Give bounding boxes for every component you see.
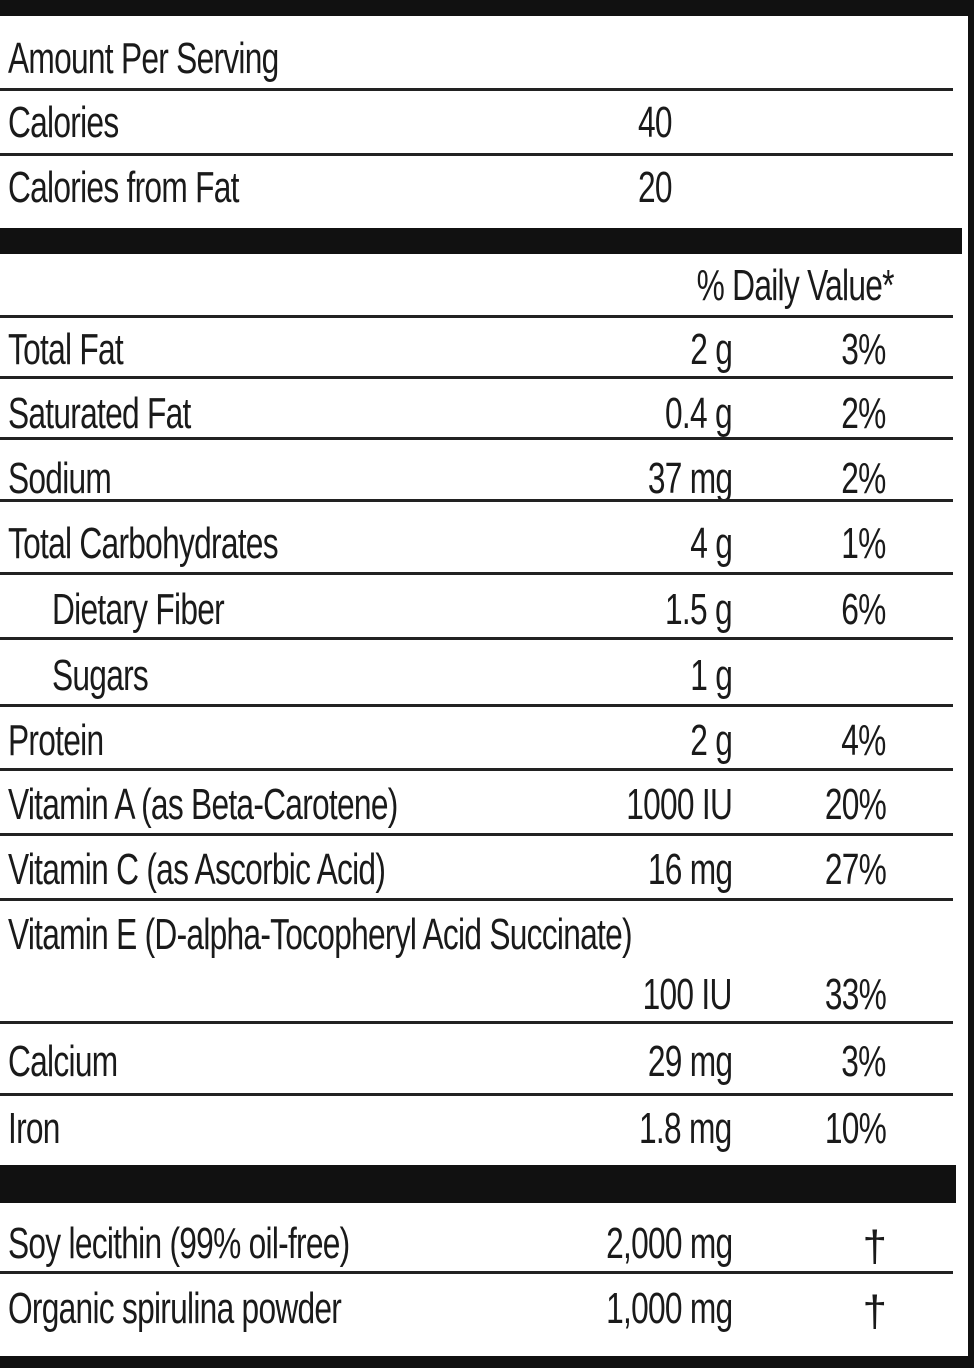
nutrient-amount: 1000 IU [626, 780, 733, 829]
divider [0, 833, 953, 836]
divider [0, 499, 953, 502]
nutrient-label: Dietary Fiber [52, 585, 225, 634]
nutrient-daily-value: 6% [841, 585, 887, 634]
nutrient-amount: 2 g [690, 325, 733, 374]
nutrient-label: Saturated Fat [8, 389, 191, 438]
nutrient-label: Total Fat [8, 325, 124, 374]
nutrient-daily-value: 10% [824, 1104, 887, 1153]
nutrient-label: Calcium [8, 1037, 118, 1086]
nutrient-daily-value: 3% [841, 325, 887, 374]
nutrient-label: Sodium [8, 454, 112, 503]
amount-per-serving-label: Amount Per Serving [8, 34, 279, 83]
nutrient-label: Protein [8, 716, 104, 765]
divider [0, 315, 953, 318]
divider [0, 376, 953, 379]
nutrient-daily-value: 20% [824, 780, 887, 829]
nutrient-amount: 16 mg [647, 845, 733, 894]
divider [0, 768, 953, 771]
dagger-symbol: † [862, 1287, 888, 1336]
other-ingredient-amount: 2,000 mg [605, 1219, 733, 1268]
divider [0, 1093, 953, 1096]
divider [0, 1271, 953, 1274]
nutrient-amount: 37 mg [647, 454, 733, 503]
nutrient-amount: 4 g [690, 519, 733, 568]
divider [0, 153, 953, 156]
nutrient-daily-value: 27% [824, 845, 887, 894]
nutrient-amount: 100 IU [642, 970, 733, 1019]
nutrient-daily-value: 4% [841, 716, 887, 765]
top-bar [0, 0, 974, 16]
calories-value: 40 [638, 98, 673, 147]
divider [0, 637, 953, 640]
nutrient-amount: 29 mg [647, 1037, 733, 1086]
calories-from-fat-label: Calories from Fat [8, 163, 239, 212]
other-ingredient-amount: 1,000 mg [605, 1284, 733, 1333]
nutrient-label: Vitamin E (D-alpha-Tocopheryl Acid Succi… [8, 910, 633, 959]
nutrient-amount: 1.8 mg [639, 1104, 732, 1153]
divider [0, 572, 953, 575]
divider [0, 88, 953, 91]
divider [0, 437, 953, 440]
nutrient-label: Vitamin A (as Beta-Carotene) [8, 780, 398, 829]
right-border [968, 0, 974, 1368]
nutrient-label: Vitamin C (as Ascorbic Acid) [8, 845, 386, 894]
divider [0, 704, 953, 707]
bottom-bar [0, 1356, 974, 1368]
nutrient-amount: 0.4 g [665, 389, 733, 438]
nutrient-label: Iron [8, 1104, 60, 1153]
nutrient-daily-value: 1% [841, 519, 887, 568]
calories-label: Calories [8, 98, 119, 147]
nutrient-daily-value: 33% [824, 970, 887, 1019]
nutrient-label: Sugars [52, 651, 149, 700]
thick-separator [0, 1165, 956, 1203]
other-ingredient-label: Organic spirulina powder [8, 1284, 342, 1333]
nutrient-daily-value: 3% [841, 1037, 887, 1086]
daily-value-header: % Daily Value* [696, 261, 895, 310]
nutrient-amount: 1 g [690, 651, 733, 700]
nutrient-amount: 2 g [690, 716, 733, 765]
nutrient-daily-value: 2% [841, 389, 887, 438]
thick-separator [0, 228, 962, 254]
divider [0, 898, 953, 901]
nutrient-label: Total Carbohydrates [8, 519, 279, 568]
other-ingredient-label: Soy lecithin (99% oil-free) [8, 1219, 350, 1268]
calories-from-fat-value: 20 [638, 163, 673, 212]
divider [0, 1021, 953, 1024]
nutrient-amount: 1.5 g [665, 585, 733, 634]
dagger-symbol: † [862, 1222, 888, 1271]
nutrient-daily-value: 2% [841, 454, 887, 503]
